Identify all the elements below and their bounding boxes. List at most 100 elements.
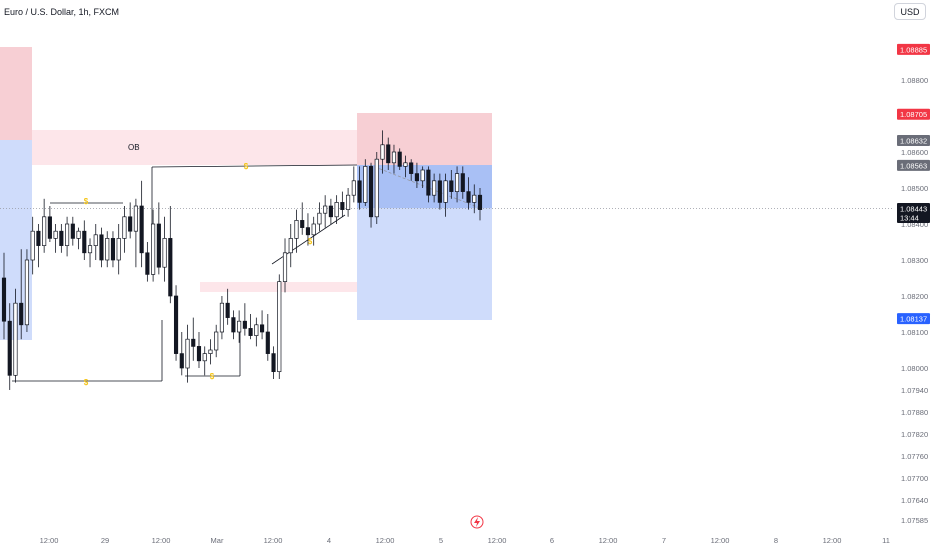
price-label-box [897,159,930,171]
candle-body [317,212,322,225]
y-tick-label: 1.08100 [901,328,928,337]
candle-body [420,169,425,182]
price-label-box [897,108,930,120]
y-tick-label: 1.07940 [901,386,928,395]
candle-body [437,180,442,203]
candle-body [133,205,138,232]
candle-body [288,238,293,254]
price-label: 1.08705 [897,108,930,120]
liquidity-marker: $ [84,378,89,387]
price-label-box [897,43,930,55]
candle-body [87,245,93,254]
candle-body [70,223,75,239]
candle-body [122,216,127,239]
candle-body [156,223,161,268]
price-label: 1.08632 [897,134,930,146]
y-tick-label: 1.08800 [901,76,928,85]
y-tick-label: 1.08200 [901,292,928,301]
candle-body [82,230,87,254]
candle-body [179,353,184,369]
candle-body [311,223,316,236]
liquidity-marker: $ [308,237,313,246]
candle-body [219,302,224,333]
price-label-text: 1.08443 [900,205,927,214]
y-tick-label: 1.08600 [901,148,928,157]
price-label-countdown: 13:44 [900,214,919,223]
candle-body [271,353,276,373]
x-tick-label: 4 [327,536,331,545]
price-label-box [897,203,930,224]
y-tick-label: 1.07760 [901,452,928,461]
x-tick-label: 12:00 [823,536,842,545]
candle-body [363,166,368,203]
candle-body [397,151,402,167]
candle-body [248,328,253,336]
currency-button[interactable]: USD [894,3,926,20]
lightning-icon [470,515,484,529]
price-label: 1.08563 [897,159,930,171]
price-label-box [897,313,930,325]
candle-body [65,223,70,246]
price-label-text: 1.08705 [900,110,927,119]
stop-zone [357,208,492,320]
price-label-text: 1.08632 [900,136,927,145]
candle-body [449,180,454,192]
fvg-zone [200,282,492,292]
x-tick-label: Mar [211,536,224,545]
chart-title: Euro / U.S. Dollar, 1h, FXCM [4,7,119,17]
candle-body [47,216,52,239]
y-tick-label: 1.07585 [901,516,928,525]
candle-body [59,230,64,246]
candle-body [380,144,385,160]
candle-body [19,302,24,326]
candle-body [300,220,305,228]
price-label-text: 1.08137 [900,315,927,324]
candle-body [432,180,437,196]
x-tick-label: 6 [550,536,554,545]
x-tick-label: 12:00 [488,536,507,545]
candle-body [351,180,356,196]
x-tick-label: 12:00 [152,536,171,545]
candle-body [196,346,202,362]
candle-body [277,281,282,373]
candle-body [323,205,328,214]
candle-body [403,162,408,167]
candle-body [105,238,110,261]
x-tick-label: 12:00 [40,536,59,545]
candle-body [282,252,288,282]
candle-body [414,173,419,182]
y-tick-label: 1.07880 [901,408,928,417]
candle-body [346,194,351,210]
candle-body [76,230,81,239]
candle-body [477,194,483,210]
x-tick-label: 12:00 [264,536,283,545]
x-tick-label: 11 [882,536,890,545]
x-tick-label: 12:00 [599,536,618,545]
candle-body [472,194,477,203]
ob-zone [32,130,357,165]
candle-body [386,144,391,164]
candle-body [368,166,374,218]
candle-body [116,238,121,261]
candle-body [237,320,242,333]
candle-body [466,191,471,203]
candle-body [110,238,116,261]
candle-body [328,205,333,218]
candle-body [139,205,144,254]
candle-body [7,320,12,376]
candle-body [334,202,339,218]
y-tick-label: 1.07640 [901,496,928,505]
candle-body [1,277,7,322]
price-label-box [897,134,930,146]
candle-body [242,320,247,329]
candle-body [185,338,190,369]
candle-body [151,223,156,275]
candle-body [42,216,47,246]
y-tick-label: 1.08400 [901,220,928,229]
price-label: 1.08885 [897,43,930,55]
x-tick-label: 12:00 [376,536,395,545]
candle-body [254,324,259,336]
liquidity-marker: $ [84,197,89,206]
